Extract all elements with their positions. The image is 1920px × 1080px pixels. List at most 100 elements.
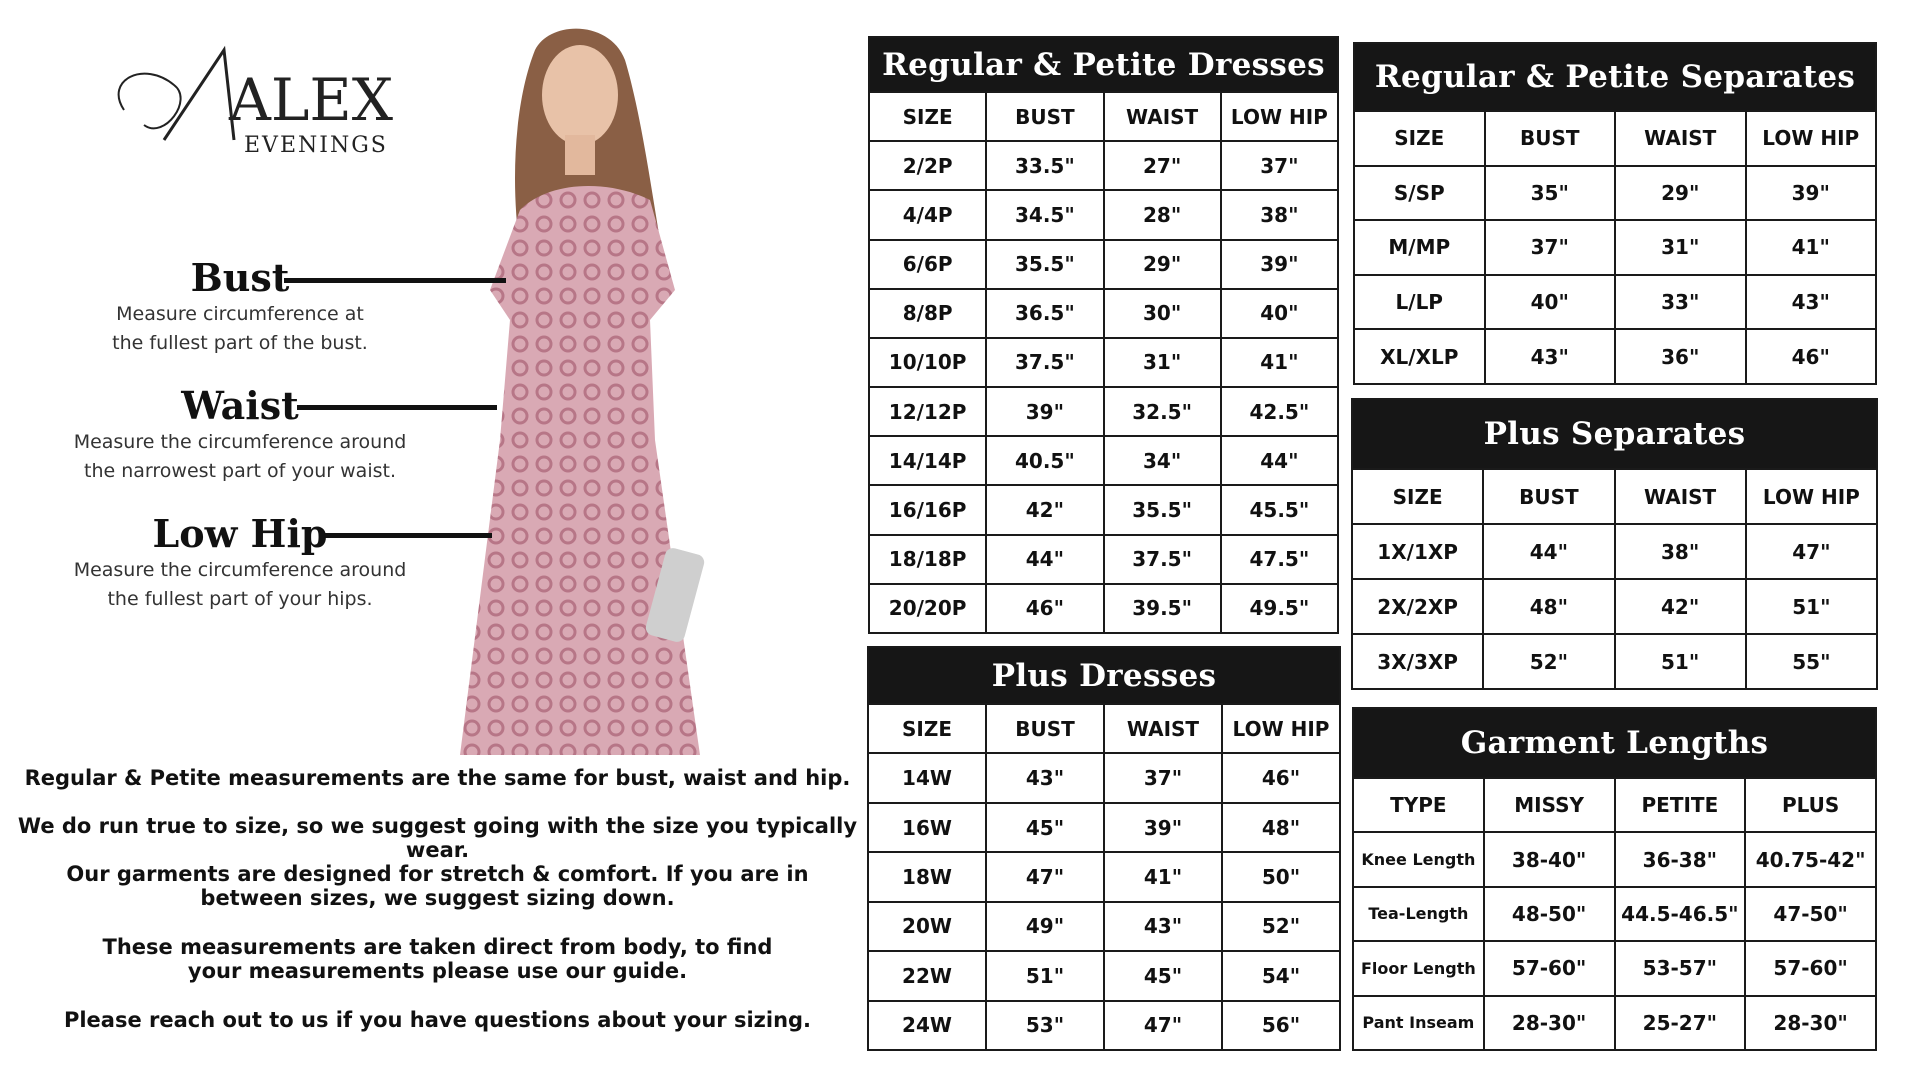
waist-pointer-line [297, 405, 497, 410]
row-label-cell: Tea-Length [1352, 885, 1485, 943]
value-cell: 49" [985, 900, 1105, 953]
row-label-cell: 20W [867, 900, 987, 953]
value-cell: 53" [985, 999, 1105, 1052]
note-stretch: Our garments are designed for stretch & … [66, 862, 809, 910]
alex-evenings-logo: ALEX EVENINGS [104, 40, 404, 160]
table-row: 16W 45" 39" 48" [867, 801, 1341, 854]
row-label-cell: 8/8P [867, 287, 988, 339]
column-header: PETITE [1613, 776, 1747, 834]
value-cell: 37" [1483, 219, 1616, 276]
table-row: XL/XLP 43" 36" 46" [1353, 328, 1877, 385]
value-cell: 33" [1614, 273, 1747, 331]
plus-dresses-table: Plus Dresses SIZE BUST WAIST LOW HIP 14W 43" 37… [867, 646, 1341, 1052]
note-regular-petite: Regular & Petite measurements are the sa… [24, 766, 851, 790]
value-cell: 37" [1219, 140, 1340, 192]
value-cell: 48-50" [1482, 885, 1616, 943]
table-row: 24W 53" 47" 56" [867, 999, 1341, 1052]
table-row: 16/16P 42" 35.5" 45.5" [867, 484, 1340, 536]
note-body-measure: These measurements are taken direct from… [102, 935, 773, 983]
value-cell: 47" [985, 851, 1105, 903]
value-cell: 55" [1744, 633, 1879, 690]
value-cell: 44.5-46.5" [1613, 885, 1747, 943]
value-cell: 56" [1221, 999, 1341, 1052]
value-cell: 36-38" [1613, 831, 1747, 888]
value-cell: 46" [1744, 328, 1877, 385]
table-row: 20W 49" 43" 52" [867, 900, 1341, 953]
value-cell: 48" [1482, 578, 1616, 635]
value-cell: 43" [1483, 328, 1616, 385]
table-row: 2X/2XP 48" 42" 51" [1350, 578, 1879, 635]
value-cell: 44" [985, 533, 1105, 585]
value-cell: 47.5" [1219, 533, 1340, 585]
column-header: BUST [985, 90, 1105, 143]
low-hip-pointer-line [322, 533, 492, 538]
column-header: WAIST [1613, 468, 1747, 525]
row-label-cell: S/SP [1353, 164, 1486, 222]
value-cell: 42.5" [1219, 386, 1340, 438]
note-contact: Please reach out to us if you have quest… [63, 1008, 812, 1032]
value-cell: 45" [985, 801, 1105, 854]
value-cell: 39.5" [1102, 582, 1222, 635]
value-cell: 41" [1744, 219, 1877, 276]
column-header: LOW HIP [1221, 702, 1341, 755]
value-cell: 51" [1744, 578, 1879, 635]
bust-pointer-line [284, 278, 506, 283]
plus-separates-table: Plus Separates SIZE BUST WAIST LOW HIP 1X/1XP… [1350, 398, 1879, 690]
table-title: Regular & Petite Separates [1353, 42, 1877, 112]
value-cell: 39" [1744, 164, 1877, 222]
value-cell: 46" [985, 582, 1105, 635]
value-cell: 57-60" [1744, 940, 1877, 997]
header-row: SIZE BUST WAIST LOW HIP [1350, 468, 1879, 525]
table-row: L/LP 40" 33" 43" [1353, 273, 1877, 331]
value-cell: 37" [1103, 752, 1223, 804]
column-header: BUST [1482, 468, 1616, 525]
table-row: Pant Inseam 28-30" 25-27" 28-30" [1352, 994, 1877, 1052]
table-row: S/SP 35" 29" 39" [1353, 164, 1877, 222]
row-label-cell: 24W [867, 999, 987, 1052]
value-cell: 40" [1483, 273, 1616, 331]
column-header: BUST [985, 702, 1105, 755]
table-row: Tea-Length 48-50" 44.5-46.5" 47-50" [1352, 885, 1877, 943]
value-cell: 41" [1219, 336, 1340, 389]
value-cell: 37.5" [1102, 533, 1222, 585]
row-label-cell: 14/14P [867, 435, 988, 487]
column-header: SIZE [1353, 110, 1486, 167]
value-cell: 31" [1102, 336, 1222, 389]
value-cell: 43" [1744, 273, 1877, 331]
value-cell: 35.5" [1102, 484, 1222, 536]
value-cell: 41" [1103, 851, 1223, 903]
row-label-cell: 3X/3XP [1350, 633, 1485, 690]
value-cell: 36" [1614, 328, 1747, 385]
column-header: LOW HIP [1219, 90, 1340, 143]
value-cell: 57-60" [1482, 940, 1616, 997]
value-cell: 33.5" [985, 140, 1105, 192]
value-cell: 53-57" [1613, 940, 1747, 997]
value-cell: 43" [985, 752, 1105, 804]
value-cell: 42" [985, 484, 1105, 536]
row-label-cell: 20/20P [867, 582, 988, 635]
value-cell: 35.5" [985, 238, 1105, 290]
value-cell: 47" [1744, 523, 1879, 580]
regular-petite-dresses-table: Regular & Petite Dresses SIZE BUST WAIST LOW… [867, 36, 1340, 635]
garment-lengths-table: Garment Lengths TYPE MISSY PETITE PLUS Knee L… [1352, 707, 1877, 1052]
row-label-cell: M/MP [1353, 219, 1486, 276]
column-header: PLUS [1744, 776, 1877, 834]
value-cell: 47" [1103, 999, 1223, 1052]
table-title: Plus Separates [1351, 398, 1878, 470]
logo-subtext: EVENINGS [244, 133, 388, 158]
value-cell: 31" [1614, 219, 1747, 276]
value-cell: 28-30" [1482, 994, 1616, 1052]
value-cell: 50" [1221, 851, 1341, 903]
value-cell: 44" [1219, 435, 1340, 487]
row-label-cell: 2/2P [867, 140, 988, 192]
row-label-cell: 18/18P [867, 533, 988, 585]
value-cell: 45.5" [1219, 484, 1340, 536]
row-label-cell: 22W [867, 950, 987, 1002]
value-cell: 38" [1219, 189, 1340, 241]
row-label-cell: XL/XLP [1353, 328, 1486, 385]
column-header: WAIST [1103, 702, 1223, 755]
row-label-cell: 10/10P [867, 336, 988, 389]
value-cell: 40.5" [985, 435, 1105, 487]
column-header: SIZE [867, 702, 987, 755]
value-cell: 47-50" [1744, 885, 1877, 943]
